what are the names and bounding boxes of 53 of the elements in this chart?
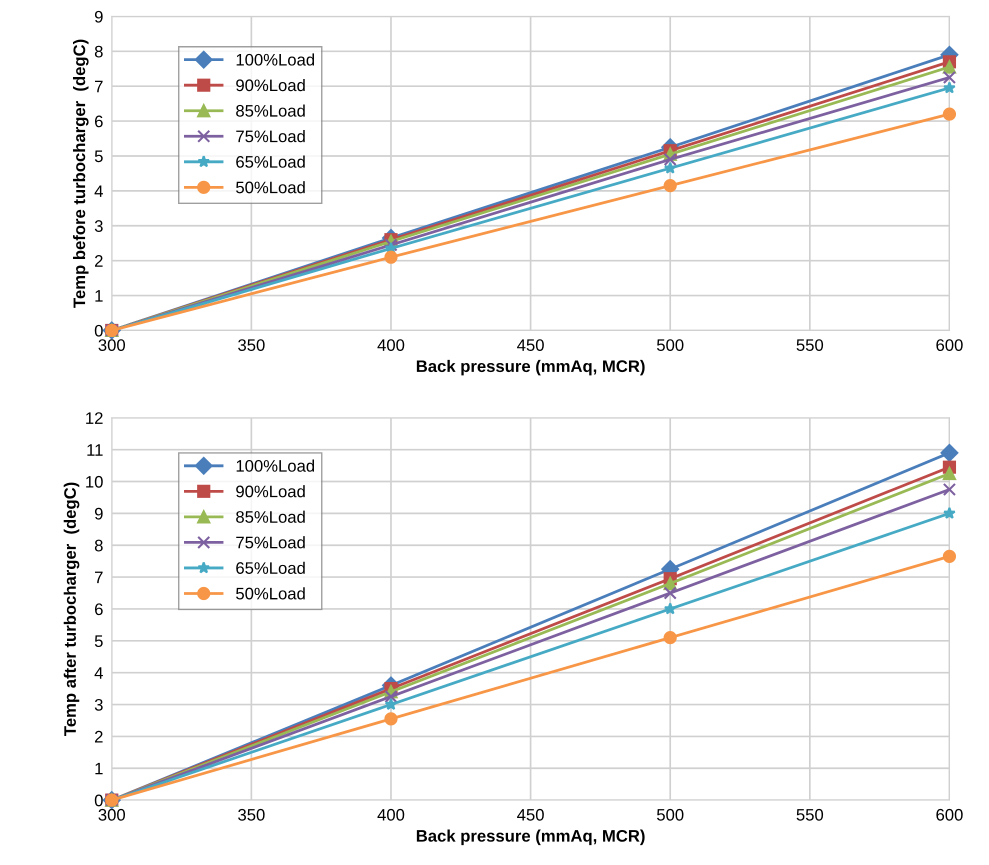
x-tick-label: 500 bbox=[656, 339, 684, 352]
y-tick-label: 2 bbox=[94, 255, 103, 267]
legend-label: 90%Load bbox=[236, 485, 305, 498]
x-tick-label: 500 bbox=[656, 808, 684, 821]
legend-label: 90%Load bbox=[236, 78, 305, 92]
y-tick-label: 4 bbox=[94, 185, 103, 197]
x-tick-label: 400 bbox=[377, 339, 404, 352]
x-tick-label: 450 bbox=[517, 808, 544, 821]
x-axis-title: Back pressure (mmAq, MCR) bbox=[416, 830, 645, 846]
y-tick-label: 3 bbox=[94, 220, 103, 232]
y-axis-title: Temp after turbocharger (degC) bbox=[64, 482, 80, 736]
legend-label: 75%Load bbox=[236, 536, 305, 548]
x-tick-label: 600 bbox=[936, 339, 963, 352]
legend-label: 65%Load bbox=[236, 562, 305, 574]
y-tick-label: 1 bbox=[95, 290, 103, 302]
y-tick-label: 12 bbox=[86, 412, 103, 424]
x-tick-label: 550 bbox=[796, 808, 824, 821]
y-tick-label: 5 bbox=[94, 635, 103, 648]
legend-label: 100%Load bbox=[236, 460, 314, 472]
legend-label: 65%Load bbox=[236, 156, 305, 168]
y-tick-label: 8 bbox=[94, 540, 103, 552]
y-axis-title: Temp before turbocharger (degC) bbox=[72, 40, 89, 308]
y-tick-label: 9 bbox=[94, 10, 103, 23]
y-tick-label: 11 bbox=[87, 444, 103, 456]
y-tick-label: 9 bbox=[94, 508, 103, 520]
y-tick-label: 2 bbox=[94, 730, 103, 742]
y-tick-label: 5 bbox=[94, 150, 103, 162]
y-tick-label: 6 bbox=[95, 603, 103, 616]
y-tick-label: 6 bbox=[95, 116, 103, 128]
legend-label: 85%Load bbox=[236, 104, 305, 117]
y-tick-label: 7 bbox=[95, 80, 103, 92]
y-tick-label: 8 bbox=[94, 46, 103, 58]
y-tick-label: 1 bbox=[95, 762, 103, 774]
legend-label: 50%Load bbox=[236, 587, 305, 600]
x-tick-label: 600 bbox=[936, 808, 963, 821]
y-tick-label: 3 bbox=[94, 698, 103, 711]
legend-label: 50%Load bbox=[236, 181, 305, 194]
y-tick-label: 4 bbox=[94, 667, 103, 679]
x-tick-label: 350 bbox=[238, 808, 265, 821]
x-tick-label: 550 bbox=[796, 339, 824, 352]
legend-label: 75%Load bbox=[236, 130, 305, 142]
legend-label: 85%Load bbox=[236, 510, 305, 523]
y-tick-label: 0 bbox=[94, 324, 103, 337]
legend-label: 100%Load bbox=[236, 53, 314, 66]
y-tick-label: 7 bbox=[95, 572, 103, 584]
x-tick-label: 300 bbox=[98, 808, 126, 821]
x-tick-label: 400 bbox=[377, 808, 404, 821]
y-tick-label: 0 bbox=[94, 794, 103, 806]
x-axis-title: Back pressure (mmAq, MCR) bbox=[416, 360, 645, 376]
x-tick-label: 450 bbox=[517, 339, 544, 352]
x-tick-label: 300 bbox=[98, 339, 126, 352]
x-tick-label: 350 bbox=[238, 339, 265, 352]
y-tick-label: 10 bbox=[86, 476, 103, 488]
